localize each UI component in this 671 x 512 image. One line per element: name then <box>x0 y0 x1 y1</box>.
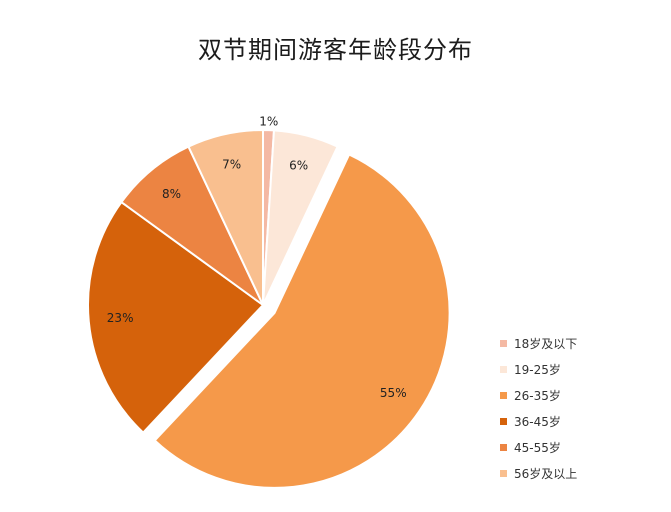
legend-swatch <box>500 443 507 451</box>
legend-label: 19-25岁 <box>514 362 561 377</box>
pie-slices <box>87 128 451 489</box>
legend-item: 45-55岁 <box>500 434 660 460</box>
legend-item: 19-25岁 <box>500 356 660 382</box>
legend-label: 45-55岁 <box>514 440 561 455</box>
legend-swatch <box>500 339 507 347</box>
pie-data-label: 6% <box>289 159 308 173</box>
legend-label: 36-45岁 <box>514 414 561 429</box>
legend-item: 56岁及以上 <box>500 460 660 486</box>
pie-slice-2 <box>262 129 339 306</box>
legend-swatch <box>500 469 507 477</box>
pie-data-label: 23% <box>107 311 134 325</box>
pie-slice-3 <box>153 153 451 489</box>
pie-data-label: 7% <box>222 157 241 171</box>
legend-label: 18岁及以下 <box>514 336 578 351</box>
legend-item: 18岁及以下 <box>500 330 660 356</box>
legend-item: 26-35岁 <box>500 382 660 408</box>
chart-legend: 18岁及以下 19-25岁 26-35岁 36-45岁 45-55岁 56岁及以… <box>500 330 660 486</box>
pie-data-label: 8% <box>162 187 181 201</box>
legend-swatch <box>500 391 507 399</box>
pie-slice-4 <box>87 200 265 434</box>
legend-swatch <box>500 417 507 425</box>
chart-title: 双节期间游客年龄段分布 <box>198 36 473 64</box>
pie-data-labels: 1% 6% 55% 23% 8% 7% <box>107 115 407 400</box>
pie-slice-6 <box>187 128 264 306</box>
pie-data-label: 55% <box>380 386 407 400</box>
legend-label: 56岁及以上 <box>514 466 578 481</box>
legend-label: 26-35岁 <box>514 388 561 403</box>
pie-data-label: 1% <box>259 115 278 129</box>
legend-item: 36-45岁 <box>500 408 660 434</box>
legend-swatch <box>500 365 507 373</box>
